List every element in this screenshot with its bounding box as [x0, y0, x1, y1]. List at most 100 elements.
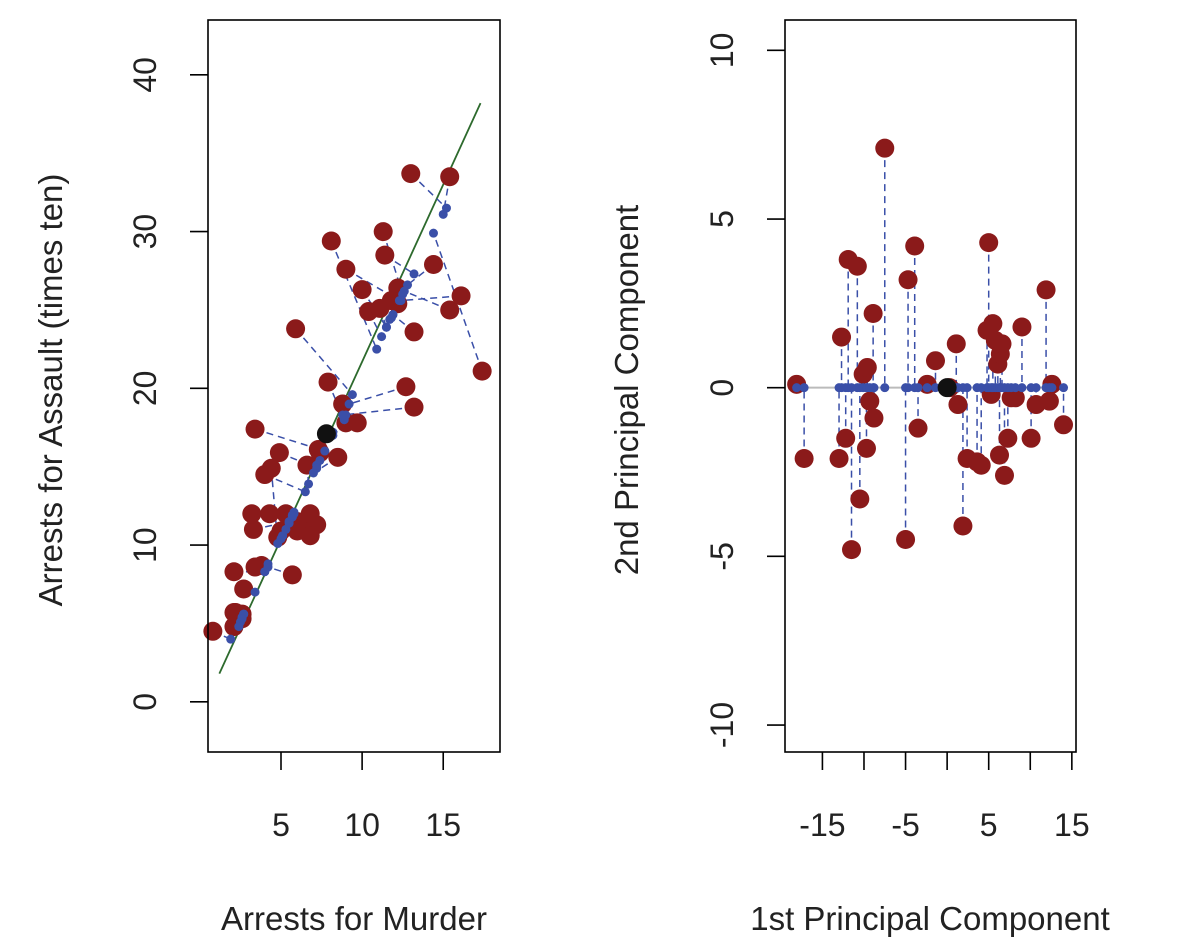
observation-point [1054, 415, 1074, 435]
projection-segment [400, 295, 462, 302]
x-tick-label: 5 [272, 807, 290, 843]
observation-point [979, 233, 999, 253]
observation-point [472, 361, 492, 381]
projected-point [396, 296, 406, 306]
y-tick-label: 0 [127, 693, 163, 711]
projected-point [869, 383, 879, 393]
y-axis-title-left: Arrests for Assault (times ten) [32, 174, 69, 607]
projected-point [903, 383, 913, 393]
projection-segment [404, 290, 450, 311]
observation-point [286, 319, 306, 339]
observation-point [401, 164, 421, 184]
observation-point [260, 504, 280, 524]
observation-point [245, 419, 265, 439]
observation-point [440, 300, 460, 320]
observation-point [863, 303, 883, 323]
projected-point [428, 228, 438, 238]
mean-point [937, 378, 957, 398]
observation-point [948, 395, 968, 415]
observation-point [908, 418, 928, 438]
observation-point [832, 327, 852, 347]
observation-point [1012, 317, 1032, 337]
projected-point [347, 390, 357, 400]
projected-point [1010, 383, 1020, 393]
x-tick-label: 15 [425, 807, 461, 843]
observation-point [352, 280, 372, 300]
x-axis-title-left: Arrests for Murder [221, 900, 487, 937]
x-tick-label: 5 [980, 807, 998, 843]
projected-point [388, 310, 398, 320]
observation-point [994, 465, 1014, 485]
murder-assault-panel: 5 10 15 0 10 20 30 40 Arrests for Murder Arrest… [32, 19, 501, 937]
observation-point [842, 540, 862, 560]
projected-point [403, 280, 413, 290]
observation-point [829, 449, 849, 469]
observation-point [1005, 388, 1025, 408]
observation-point [898, 270, 918, 290]
observation-point [847, 256, 867, 276]
projected-point [338, 410, 348, 420]
projected-point [372, 344, 382, 354]
projected-point [304, 479, 314, 489]
observation-point [451, 286, 471, 306]
y-tick-label: -5 [704, 542, 740, 570]
plot-frame-right [784, 19, 1077, 753]
observation-point [423, 255, 443, 275]
observation-point [282, 565, 302, 585]
projected-point [930, 383, 940, 393]
projected-point [308, 468, 318, 478]
murder-assault-plot-area [203, 102, 492, 675]
y-tick-label: 0 [704, 379, 740, 397]
projected-point [300, 487, 310, 497]
observation-point [269, 443, 289, 463]
projected-point [287, 510, 297, 520]
projected-point [1059, 383, 1069, 393]
observation-point [925, 351, 945, 371]
projected-point [409, 269, 419, 279]
y-tick-label: 10 [127, 527, 163, 563]
plot-frame-left [207, 19, 501, 753]
x-tick-label: -15 [799, 807, 845, 843]
observation-point [1036, 280, 1056, 300]
projection-segment [342, 406, 415, 416]
projected-point [263, 559, 273, 569]
observation-point [953, 516, 973, 536]
observation-point [856, 438, 876, 458]
projection-segment [348, 386, 407, 405]
observation-point [224, 562, 244, 582]
projected-point [913, 383, 923, 393]
observation-point [998, 428, 1018, 448]
observation-point [440, 167, 460, 187]
observation-point [905, 236, 925, 256]
observation-point [946, 334, 966, 354]
observation-point [243, 519, 263, 539]
observation-point [860, 391, 880, 411]
projected-point [278, 531, 288, 541]
observation-point [404, 322, 424, 342]
observation-point [971, 455, 991, 475]
projected-point [1017, 383, 1027, 393]
y-tick-label: 5 [704, 210, 740, 228]
observation-point [857, 357, 877, 377]
principal-components-axes: -15 -5 5 15 -10 -5 0 5 10 [704, 33, 1090, 843]
observation-point [381, 291, 401, 311]
observation-point [373, 222, 393, 242]
y-tick-label: 40 [127, 57, 163, 93]
projected-point [315, 455, 325, 465]
principal-components-plot-area [787, 138, 1074, 560]
projected-point [880, 383, 890, 393]
projected-point [1031, 383, 1041, 393]
observation-point [983, 314, 1003, 334]
observation-point [864, 408, 884, 428]
observation-point [396, 377, 416, 397]
projected-point [441, 203, 451, 213]
x-axis-title-right: 1st Principal Component [750, 900, 1110, 937]
projection-segment [264, 473, 306, 493]
observation-point [336, 259, 356, 279]
y-tick-label: 10 [704, 33, 740, 69]
observation-point [990, 445, 1010, 465]
observation-point [255, 465, 275, 485]
projected-point [226, 634, 236, 644]
projected-point [237, 614, 247, 624]
